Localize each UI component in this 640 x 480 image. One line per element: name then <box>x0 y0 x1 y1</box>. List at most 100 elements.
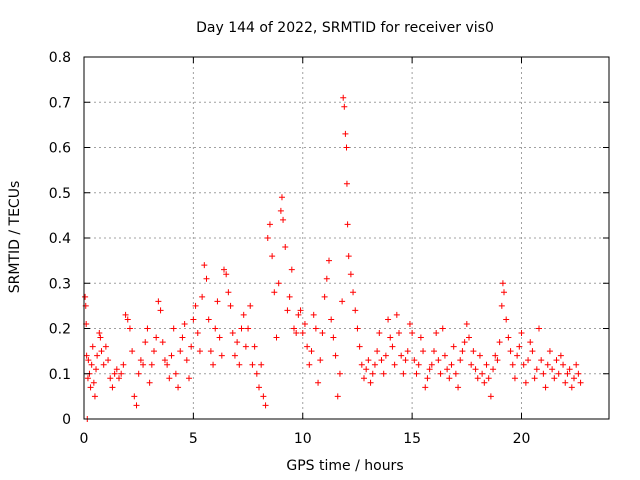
data-point <box>468 361 475 368</box>
data-point <box>277 207 284 214</box>
data-point <box>216 334 223 341</box>
data-point <box>148 361 155 368</box>
data-point <box>96 330 103 337</box>
data-point <box>542 384 549 391</box>
data-point <box>295 311 302 318</box>
data-point <box>433 330 440 337</box>
data-point <box>516 343 523 350</box>
data-point <box>358 361 365 368</box>
data-point <box>308 348 315 355</box>
data-point <box>140 361 147 368</box>
data-point <box>470 348 477 355</box>
data-point <box>564 370 571 377</box>
data-point <box>347 271 354 278</box>
grid-lines <box>84 57 609 419</box>
data-point <box>498 302 505 309</box>
data-point <box>540 370 547 377</box>
data-point <box>437 370 444 377</box>
y-tick-label: 0.3 <box>49 276 71 292</box>
data-point <box>306 361 313 368</box>
y-tick-label: 0.1 <box>49 367 71 383</box>
data-point <box>247 302 254 309</box>
data-point <box>221 266 227 273</box>
data-point <box>94 352 101 359</box>
data-point <box>196 348 203 355</box>
data-point <box>527 339 534 346</box>
data-point <box>389 343 396 350</box>
data-point <box>227 302 234 309</box>
data-point <box>264 235 271 241</box>
data-point <box>566 366 573 373</box>
data-point <box>293 330 300 337</box>
data-point <box>91 393 98 400</box>
data-point <box>555 370 562 377</box>
data-point <box>494 357 501 364</box>
data-point <box>345 253 352 260</box>
data-point <box>367 379 374 386</box>
data-point <box>210 361 217 368</box>
chart-title: Day 144 of 2022, SRMTID for receiver vis… <box>196 20 494 36</box>
data-point <box>382 352 389 359</box>
data-point <box>85 357 92 364</box>
y-tick-label: 0 <box>62 412 71 428</box>
data-point <box>203 275 210 282</box>
data-point <box>448 361 455 368</box>
data-point <box>365 357 372 364</box>
y-tick-label: 0.7 <box>49 95 71 111</box>
data-point <box>231 352 238 359</box>
data-point <box>557 352 564 359</box>
y-tick-label: 0.2 <box>49 322 71 338</box>
data-point <box>282 244 289 251</box>
data-point <box>393 311 400 318</box>
data-point <box>310 311 317 318</box>
data-point <box>133 402 140 409</box>
data-point <box>155 298 162 305</box>
data-point <box>225 289 232 296</box>
data-point <box>319 330 326 337</box>
data-point <box>245 325 252 332</box>
data-point <box>256 384 262 391</box>
y-tick-label: 0.6 <box>49 141 71 157</box>
data-point <box>391 361 398 368</box>
data-point <box>536 325 542 332</box>
data-point <box>144 325 151 332</box>
data-point <box>444 366 451 373</box>
data-point <box>336 370 343 377</box>
data-point <box>575 370 582 377</box>
data-point <box>461 339 468 346</box>
data-point <box>402 357 409 364</box>
data-point <box>496 339 503 346</box>
data-point <box>406 320 413 327</box>
data-point <box>207 348 214 355</box>
data-point <box>109 384 116 391</box>
data-point <box>271 289 278 296</box>
y-axis-label: SRMTID / TECUs <box>7 181 23 294</box>
data-point <box>172 370 179 377</box>
data-point <box>487 393 494 400</box>
data-point <box>363 366 370 373</box>
data-point <box>321 293 328 300</box>
data-point <box>350 289 357 296</box>
data-point <box>571 375 577 382</box>
data-point <box>242 343 249 350</box>
y-tick-label: 0.5 <box>49 186 71 202</box>
data-point <box>177 348 184 355</box>
data-point <box>258 361 265 368</box>
data-point <box>525 357 532 364</box>
data-point <box>97 334 104 341</box>
data-point <box>166 375 173 382</box>
data-point <box>568 384 575 391</box>
data-point <box>371 361 378 368</box>
data-point <box>577 379 584 386</box>
data-point <box>413 370 420 377</box>
data-point <box>84 375 91 382</box>
data-point <box>420 348 427 355</box>
data-point <box>159 339 166 346</box>
data-point <box>153 334 160 341</box>
data-point <box>544 361 551 368</box>
data-point <box>299 330 306 337</box>
data-point <box>369 370 376 377</box>
data-point <box>315 379 322 386</box>
data-point <box>116 375 122 382</box>
